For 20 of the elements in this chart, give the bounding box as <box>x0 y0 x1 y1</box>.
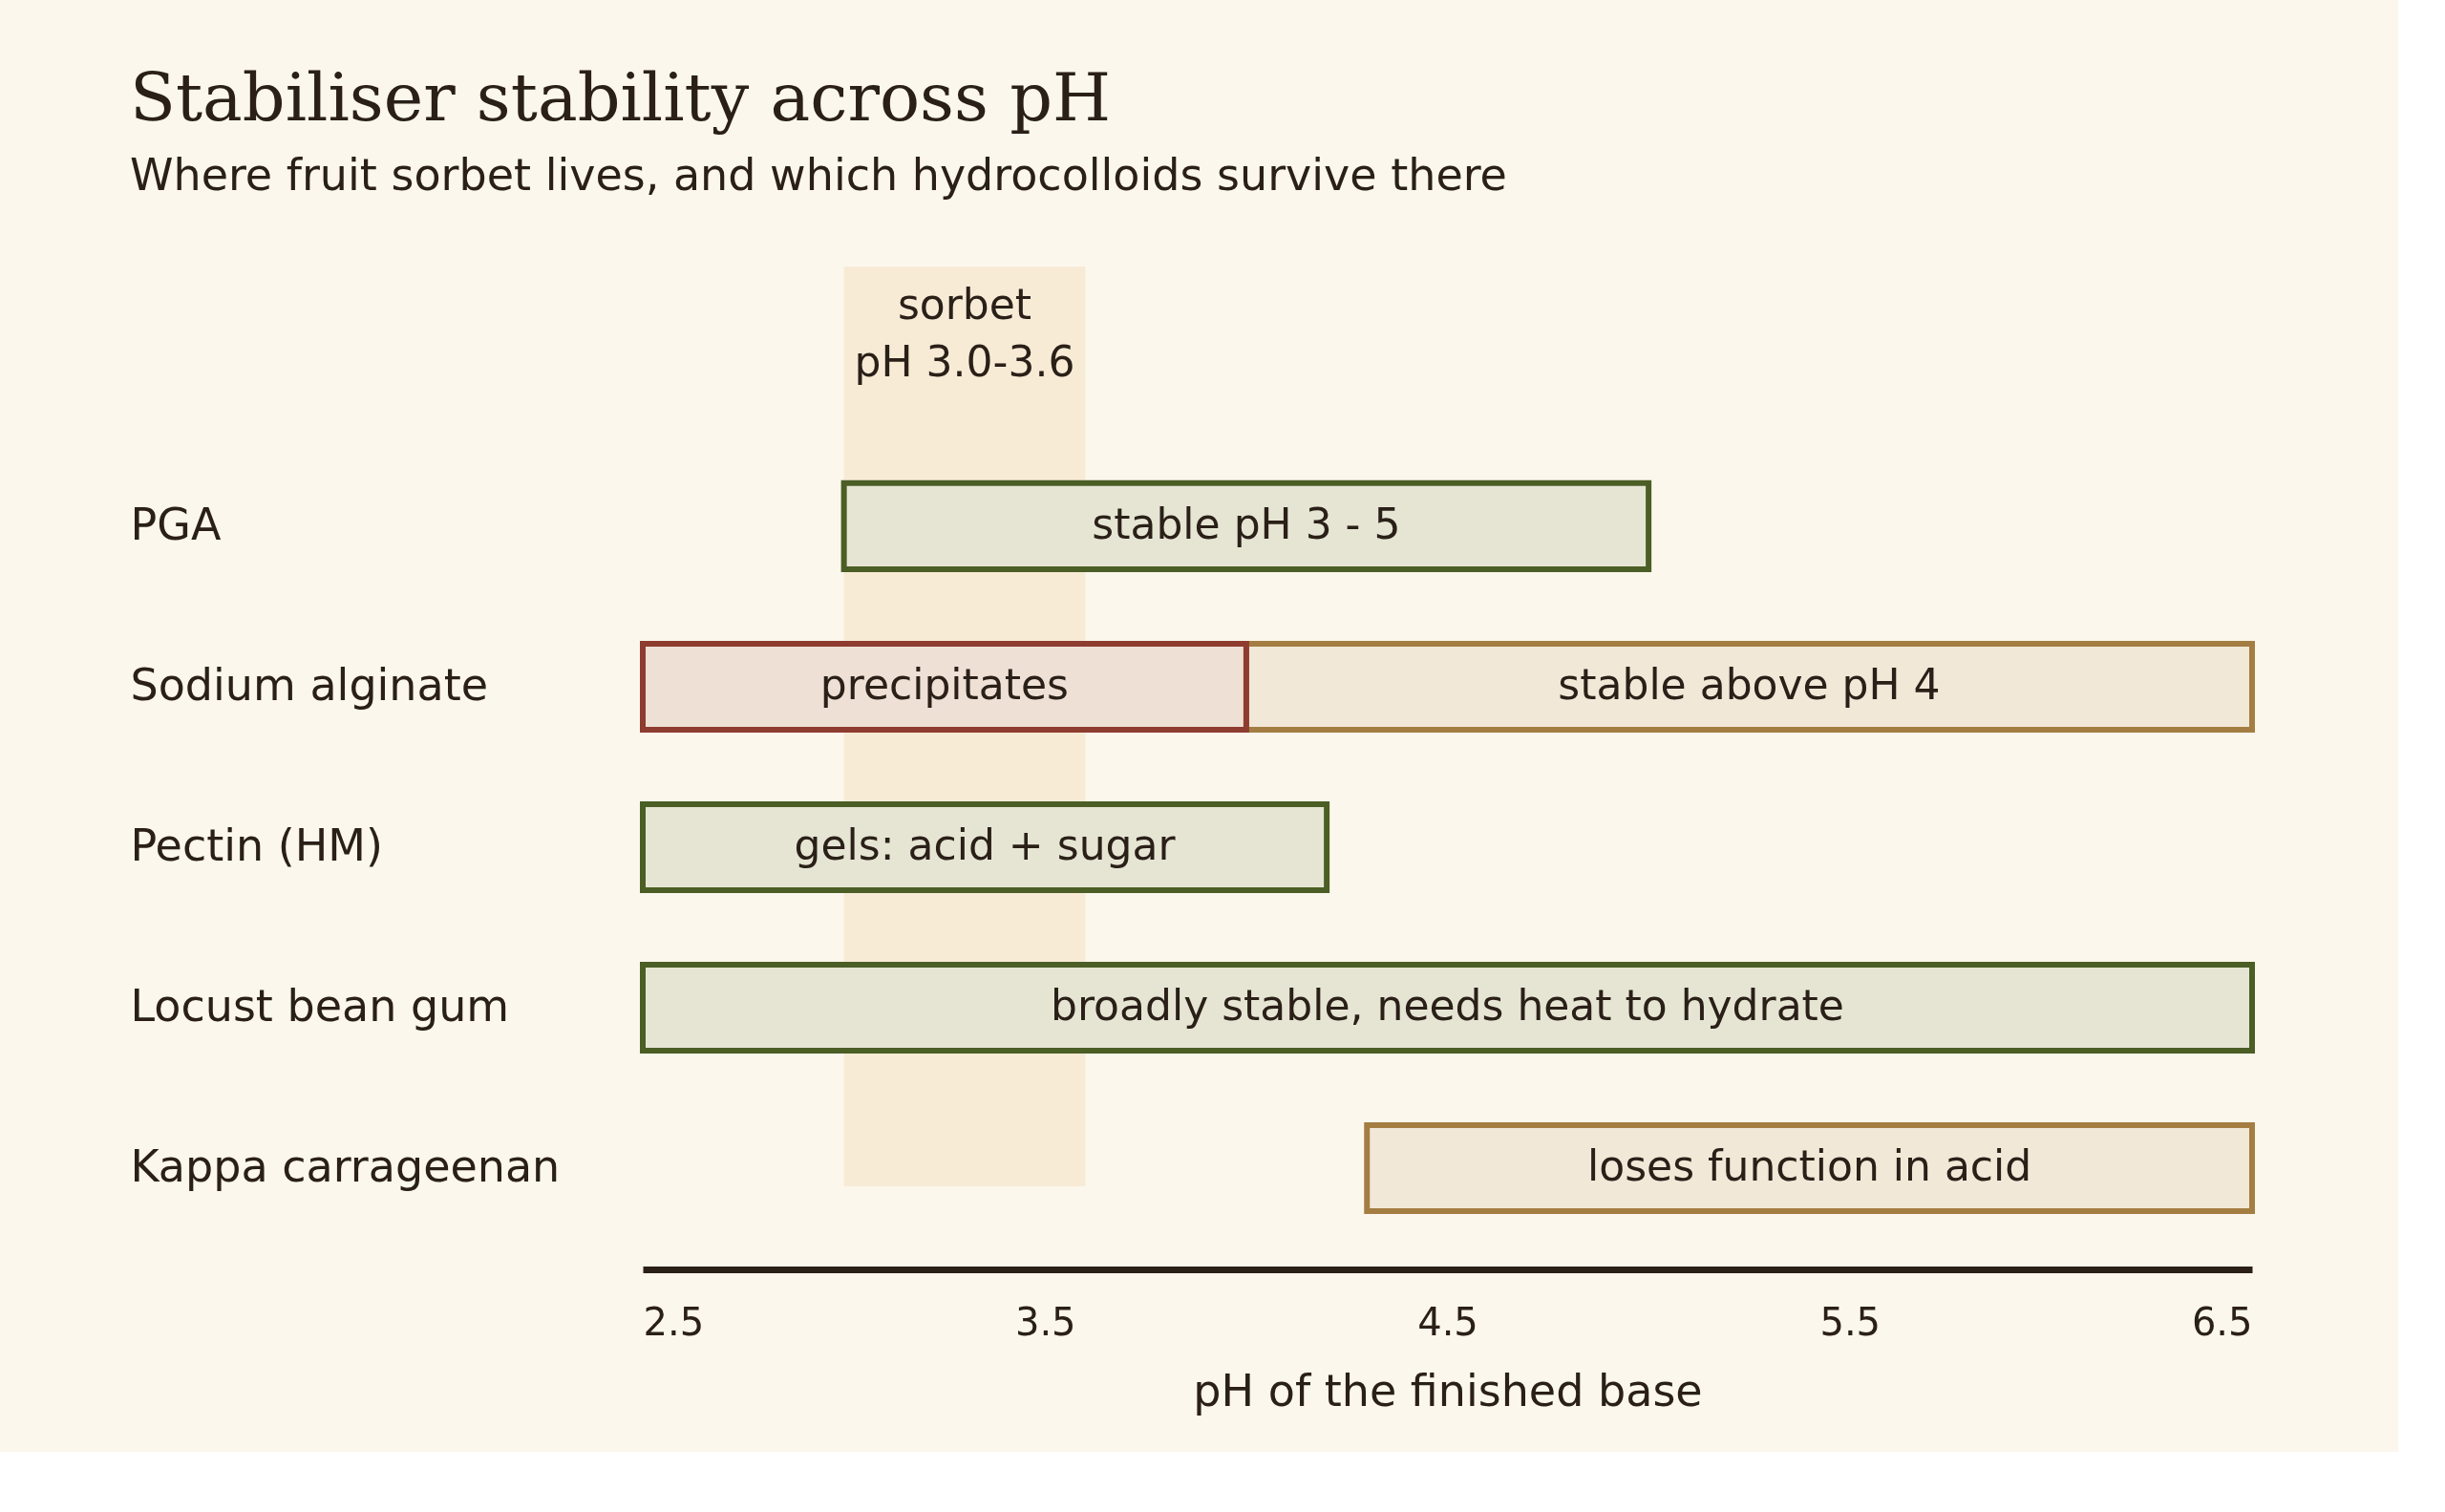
y-tick-label: PGA <box>130 498 222 550</box>
x-tick-label: 5.5 <box>1819 1299 1882 1344</box>
x-tick-label: 3.5 <box>1014 1299 1076 1344</box>
data-label: gels: acid + sugar <box>794 820 1177 869</box>
data-label: broadly stable, needs heat to hydrate <box>1051 980 1844 1030</box>
band-label: sorbet pH 3.0-3.6 <box>854 280 1075 386</box>
chart-title: Stabiliser stability across pH <box>130 58 1112 137</box>
chart-subtitle: Where fruit sorbet lives, and which hydrocolloids survive there <box>130 149 1507 201</box>
data-label: stable above pH 4 <box>1558 659 1941 709</box>
y-tick-label: Sodium alginate <box>130 658 489 711</box>
data-label: loses function in acid <box>1587 1140 2032 1190</box>
data-label: stable pH 3 - 5 <box>1092 499 1401 548</box>
x-axis-title: pH of the finished base <box>1193 1364 1703 1416</box>
x-tick-label: 6.5 <box>2191 1299 2253 1344</box>
y-tick-label: Locust bean gum <box>130 979 510 1032</box>
y-tick-label: Pectin (HM) <box>130 819 383 871</box>
y-tick-label: Kappa carrageenan <box>130 1139 561 1192</box>
data-label: precipitates <box>819 659 1070 709</box>
x-tick-label: 4.5 <box>1417 1299 1478 1344</box>
x-tick-label: 2.5 <box>643 1299 705 1344</box>
